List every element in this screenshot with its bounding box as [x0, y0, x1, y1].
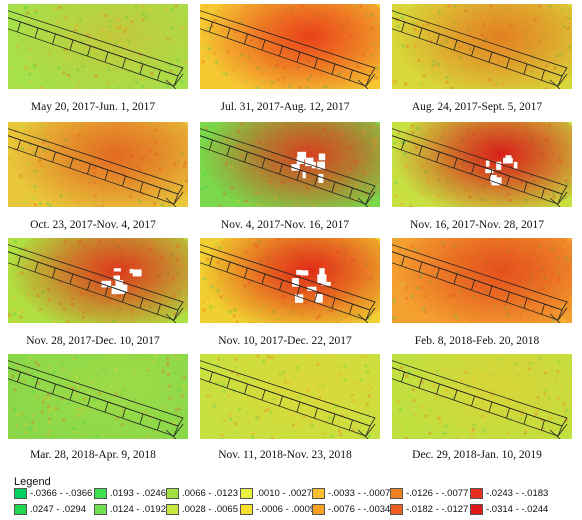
legend-swatch — [240, 487, 253, 499]
legend-item: -.0243 - -.0183 — [470, 486, 548, 500]
legend-label: -.0314 - -.0244 — [486, 503, 549, 515]
legend-item: -.0033 - -.0007 — [312, 486, 390, 500]
deformation-map-panel — [392, 122, 572, 207]
legend-item: -.0006 - .0009 — [240, 502, 315, 516]
legend-label: -.0006 - .0009 — [256, 503, 316, 515]
legend-label: .0066 - .0123 — [182, 487, 238, 499]
legend-label: .0028 - .0065 — [182, 503, 238, 515]
legend-item: -.0076 - -.0034 — [312, 502, 390, 516]
panel-caption: Mar. 28, 2018-Apr. 9, 2018 — [30, 449, 156, 461]
legend-item: -.0126 - -.0077 — [390, 486, 468, 500]
panel-caption: Dec. 29, 2018-Jan. 10, 2019 — [412, 449, 542, 461]
deformation-map-panel — [200, 4, 380, 89]
deformation-map-panel — [200, 238, 380, 323]
deformation-map-panel — [392, 238, 572, 323]
deformation-map-panel — [8, 4, 188, 89]
legend-swatch — [312, 503, 325, 515]
legend-swatch — [312, 487, 325, 499]
legend-item: .0193 - .0246 — [94, 486, 166, 500]
legend-label: .0010 - .0027 — [256, 487, 312, 499]
legend-swatch — [166, 487, 179, 499]
deformation-map-panel — [392, 354, 572, 439]
deformation-map-panel — [392, 4, 572, 89]
legend-item: .0124 - .0192 — [94, 502, 166, 516]
legend: Legend -.0366 - -.0366 .0247 - .0294 .0193… — [0, 476, 582, 520]
legend-swatch — [470, 503, 483, 515]
legend-swatch — [14, 487, 27, 499]
legend-item: -.0366 - -.0366 — [14, 486, 92, 500]
panel-caption: Nov. 28, 2017-Dec. 10, 2017 — [26, 335, 160, 347]
deformation-map-panel — [8, 238, 188, 323]
panel-caption: Nov. 16, 2017-Nov. 28, 2017 — [410, 219, 544, 231]
legend-label: -.0076 - -.0034 — [328, 503, 391, 515]
panel-caption: Feb. 8, 2018-Feb. 20, 2018 — [414, 335, 540, 347]
legend-label: -.0126 - -.0077 — [406, 487, 469, 499]
legend-swatch — [470, 487, 483, 499]
legend-item: .0028 - .0065 — [166, 502, 238, 516]
legend-swatch — [94, 503, 107, 515]
panel-caption: May 20, 2017-Jun. 1, 2017 — [30, 101, 156, 113]
legend-label: -.0182 - -.0127 — [406, 503, 469, 515]
panel-caption: Jul. 31, 2017-Aug. 12, 2017 — [220, 101, 350, 113]
legend-swatch — [240, 503, 253, 515]
deformation-map-panel — [200, 122, 380, 207]
legend-item: -.0314 - -.0244 — [470, 502, 548, 516]
panel-caption: Nov. 10, 2017-Dec. 22, 2017 — [218, 335, 352, 347]
legend-title: Legend — [14, 476, 51, 488]
legend-label: .0193 - .0246 — [110, 487, 166, 499]
legend-label: -.0033 - -.0007 — [328, 487, 391, 499]
panel-caption: Nov. 4, 2017-Nov. 16, 2017 — [220, 219, 350, 231]
legend-swatch — [94, 487, 107, 499]
legend-item: .0247 - .0294 — [14, 502, 86, 516]
legend-swatch — [166, 503, 179, 515]
panel-caption: Nov. 11, 2018-Nov. 23, 2018 — [218, 449, 352, 461]
legend-swatch — [14, 503, 27, 515]
deformation-map-panel — [8, 122, 188, 207]
deformation-map-panel — [200, 354, 380, 439]
legend-item: -.0182 - -.0127 — [390, 502, 468, 516]
legend-label: .0124 - .0192 — [110, 503, 166, 515]
panel-caption: Oct. 23, 2017-Nov. 4, 2017 — [30, 219, 156, 231]
legend-swatch — [390, 487, 403, 499]
legend-label: -.0366 - -.0366 — [30, 487, 93, 499]
legend-label: .0247 - .0294 — [30, 503, 86, 515]
legend-swatch — [390, 503, 403, 515]
deformation-map-panel — [8, 354, 188, 439]
panel-caption: Aug. 24, 2017-Sept. 5, 2017 — [411, 101, 543, 113]
legend-item: .0010 - .0027 — [240, 486, 312, 500]
legend-item: .0066 - .0123 — [166, 486, 238, 500]
legend-label: -.0243 - -.0183 — [486, 487, 549, 499]
